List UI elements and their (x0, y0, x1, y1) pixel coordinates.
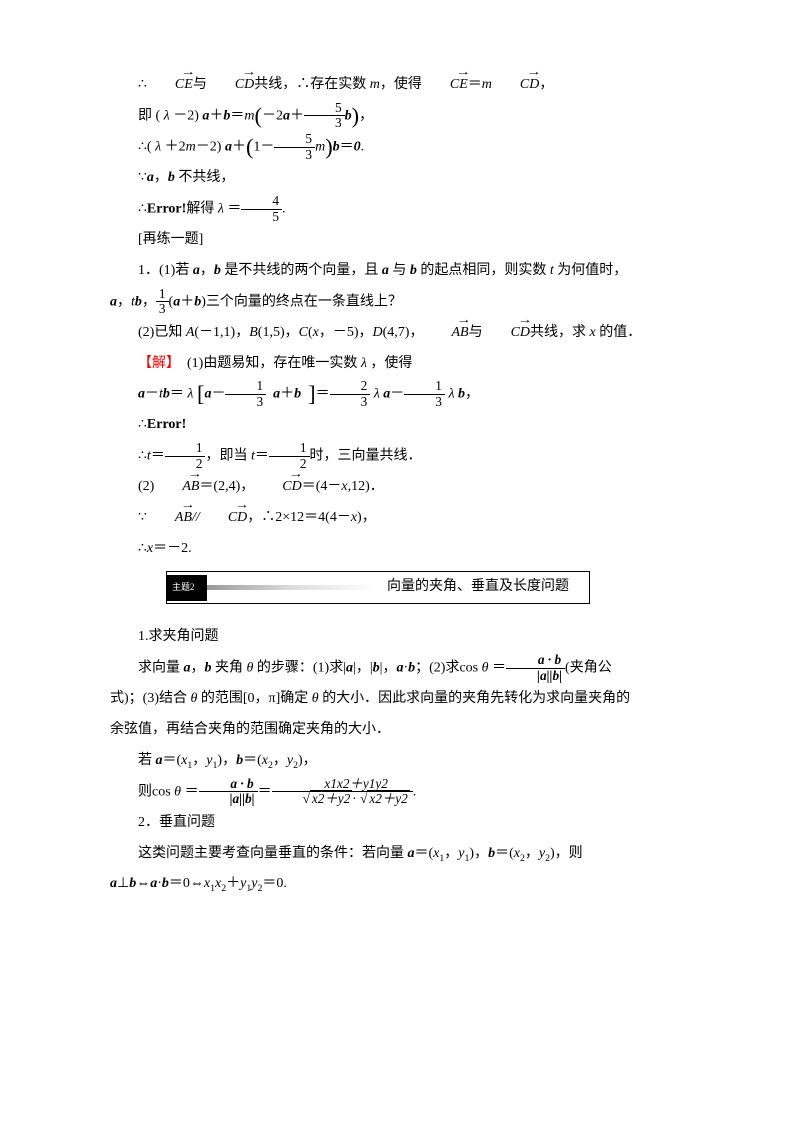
text-line: 余弦值，再结合夹角的范围确定夹角的大小． (110, 715, 740, 746)
solution-label: 【解】 (1)由题易知，存在唯一实数 λ ，使得 (110, 349, 740, 380)
text-line: 式)；(3)结合 θ 的范围[0，π]确定 θ 的大小．因此求向量的夹角先转化为… (110, 684, 740, 715)
text-line: ∴Error!解得 λ ＝45. (110, 194, 740, 225)
text-line: 这类问题主要考查向量垂直的条件：若向量 a＝(x1，y1)，b＝(x2，y2)，… (110, 839, 740, 870)
text-line: ∴( λ ＋2m－2) a＋(1－53m)b＝0. (110, 132, 740, 163)
text-line: 求向量 a，b 夹角 θ 的步骤：(1)求|a|，|b|，a·b；(2)求cos… (110, 653, 740, 684)
text-line: ∴x＝－2. (110, 534, 740, 565)
text-line: 2．垂直问题 (110, 808, 740, 839)
topic-badge: 主题2 (167, 575, 207, 601)
topic-heading: 主题2 向量的夹角、垂直及长度问题 (110, 565, 740, 623)
text-line: 1．(1)若 a，b 是不共线的两个向量，且 a 与 b 的起点相同，则实数 t… (110, 256, 740, 287)
text-line: ∴Error! (110, 410, 740, 441)
text-line: a－tb＝ λ [a－13 a＋b ]＝23 λ a－13 λ b， (110, 379, 740, 410)
topic-title: 向量的夹角、垂直及长度问题 (377, 576, 589, 597)
text-line: 若 a＝(x1，y1)，b＝(x2，y2)， (110, 746, 740, 777)
text-line: ∴CE与CD共线，∴存在实数 m，使得CE＝mCD， (110, 70, 740, 101)
text-line: 即 ( λ －2) a＋b＝m(－2a＋53b)， (110, 101, 740, 132)
document-page: ∴CE与CD共线，∴存在实数 m，使得CE＝mCD， 即 ( λ －2) a＋b… (0, 0, 800, 1132)
topic-bar (207, 585, 377, 590)
text-line: 1.求夹角问题 (110, 622, 740, 653)
text-line: ∵AB//CD，∴2×12＝4(4－x)， (110, 503, 740, 534)
text-line: (2)已知 A(－1,1)，B(1,5)，C(x，－5)，D(4,7)，AB与C… (110, 318, 740, 349)
text-line: 则cos θ ＝a · b|a||b|＝x1x2＋y1y2√x2＋y2· √x2… (110, 777, 740, 808)
text-line: [再练一题] (110, 225, 740, 256)
text-line: a⊥b⇔a·b＝0⇔x1x2＋y1y2＝0. (110, 869, 740, 900)
text-line: ∵a，b 不共线， (110, 163, 740, 194)
